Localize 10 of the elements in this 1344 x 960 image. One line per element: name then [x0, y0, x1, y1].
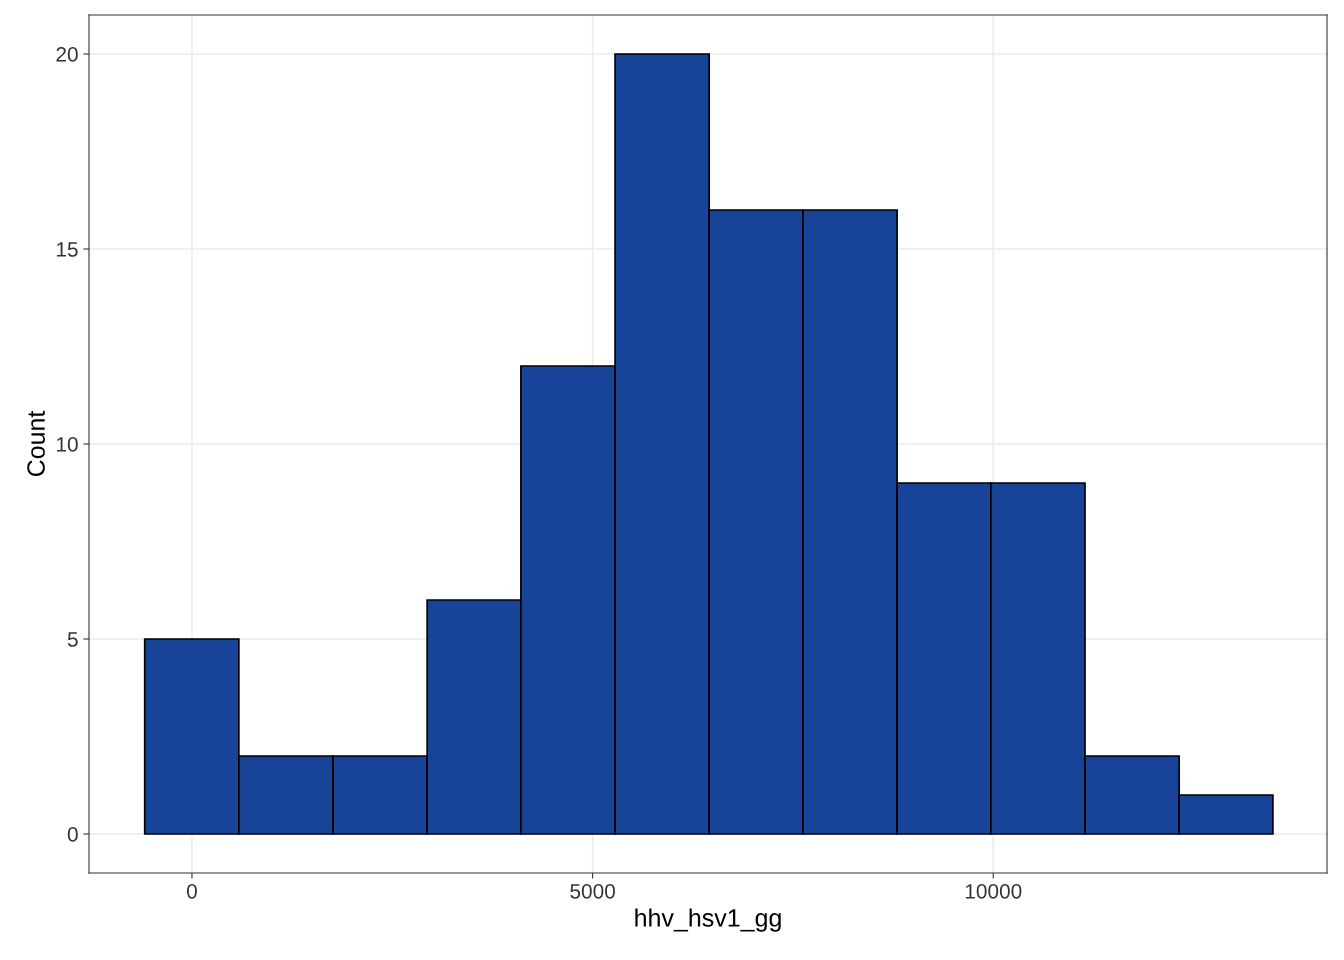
y-axis-title: Count: [27, 410, 45, 477]
y-tick-label: 0: [67, 827, 78, 842]
y-tick-label: 15: [57, 242, 78, 257]
x-tick-label: 0: [186, 883, 197, 899]
y-tick-label: 5: [67, 632, 78, 647]
x-tick-label: 10000: [965, 883, 1022, 899]
y-tick-label: 20: [56, 47, 78, 62]
x-axis-title: hhv_hsv1_gg: [635, 908, 781, 932]
x-tick-label: 5000: [570, 883, 615, 899]
y-tick-label: 10: [57, 437, 78, 452]
